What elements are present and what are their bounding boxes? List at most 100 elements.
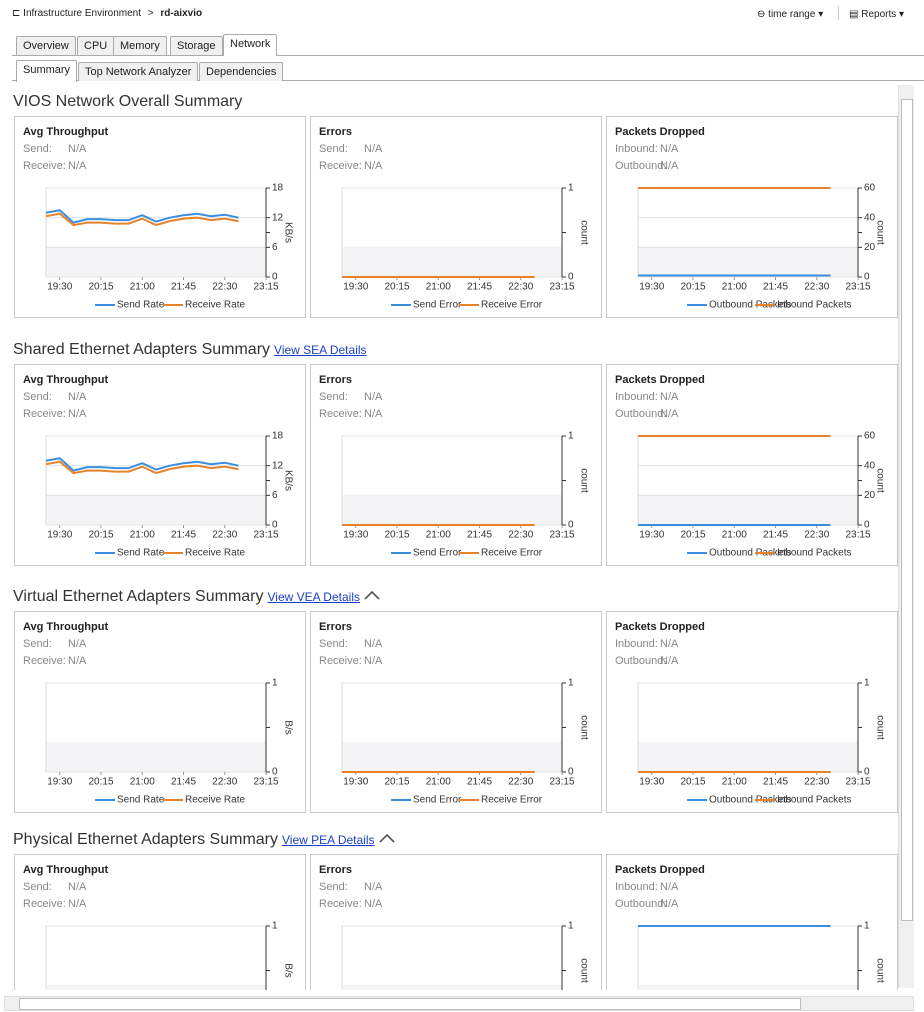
panel: Packets Dropped Inbound: N/A Outbound: N/A 0 2… [606, 364, 898, 566]
legend-label: Send Rate [117, 300, 165, 311]
y-tick-label: 0 [568, 272, 574, 283]
h-scroll-thumb[interactable] [19, 998, 801, 1010]
x-tick-label: 19:30 [639, 530, 664, 541]
reports-button[interactable]: ▤ Reports ▾ [849, 9, 905, 20]
x-tick-label: 22:30 [804, 530, 829, 541]
section-heading: VIOS Network Overall Summary [13, 93, 243, 110]
x-tick-label: 23:15 [549, 282, 574, 293]
tab[interactable]: Storage [170, 36, 223, 55]
plot-area [45, 925, 267, 990]
chart: 01count19:3020:1521:0021:4522:3023:15Sen… [341, 921, 589, 990]
field-label: Outbound: [615, 655, 667, 667]
subtab[interactable]: Dependencies [199, 62, 284, 81]
x-tick-label: 23:15 [253, 530, 278, 541]
field-label: Send: [23, 638, 52, 650]
time-range-button[interactable]: ⊖ time range ▾ [757, 9, 824, 20]
x-tick-label: 20:15 [88, 282, 113, 293]
field-value: N/A [364, 881, 383, 893]
field-value: N/A [364, 655, 383, 667]
legend-label: Receive Error [481, 548, 543, 559]
collapse-caret[interactable] [363, 589, 381, 601]
v-scroll-thumb[interactable] [901, 99, 913, 921]
plot-band [342, 741, 562, 772]
plot-band [46, 494, 266, 525]
y-tick-label: 18 [272, 183, 284, 194]
y-tick-label: 1 [272, 678, 278, 689]
breadcrumb-current: rd-aixvio [160, 8, 203, 19]
x-tick-label: 21:45 [467, 282, 492, 293]
details-link[interactable]: View VEA Details [267, 590, 361, 604]
x-tick-label: 22:30 [804, 777, 829, 788]
panel-title: Avg Throughput [23, 126, 109, 138]
field-value: N/A [660, 391, 679, 403]
panel-title: Errors [319, 126, 353, 138]
legend-label: Inbound Packets [777, 795, 852, 806]
field-value: N/A [660, 898, 679, 910]
plot-band [342, 246, 562, 277]
details-link[interactable]: View SEA Details [274, 343, 367, 357]
field-value: N/A [660, 160, 679, 172]
y-tick-label: 0 [272, 520, 278, 531]
y-axis-label: count [578, 715, 589, 740]
details-link[interactable]: View PEA Details [282, 833, 375, 847]
series-line [45, 212, 239, 227]
tab[interactable]: Network [223, 34, 278, 56]
field-label: Send: [319, 638, 348, 650]
v-scrollbar[interactable] [898, 85, 914, 988]
panel: Packets Dropped Inbound: N/A Outbound: N/A 0 2… [606, 116, 898, 318]
breadcrumb-link[interactable]: Infrastructure Environment [23, 8, 141, 19]
x-tick-label: 20:15 [88, 530, 113, 541]
subtab-line [12, 80, 924, 81]
tab[interactable]: Overview [16, 36, 76, 55]
x-tick-label: 20:15 [384, 777, 409, 788]
time-range-text: time range [768, 9, 816, 20]
legend-label: Send Rate [117, 548, 165, 559]
y-axis-label: count [578, 220, 589, 245]
field-value: N/A [68, 391, 87, 403]
tab[interactable]: Memory [113, 36, 167, 55]
legend-label: Outbound Packets [709, 548, 791, 559]
env-icon: ⊏ [12, 8, 21, 19]
plot-band [638, 246, 858, 277]
y-tick-label: 1 [568, 183, 574, 194]
x-tick-label: 19:30 [343, 777, 368, 788]
y-axis-label: count [578, 468, 589, 493]
h-scrollbar[interactable] [4, 996, 914, 1011]
subtab[interactable]: Top Network Analyzer [78, 62, 199, 81]
panel: ErrorsSend:N/AReceive:N/A01count19:3020:… [310, 854, 602, 990]
x-tick-label: 21:00 [426, 282, 451, 293]
plot-band [638, 984, 858, 990]
y-tick-label: 1 [272, 921, 278, 932]
legend-label: Receive Error [481, 300, 543, 311]
legend-label: Send Error [413, 795, 462, 806]
breadcrumb: ⊏ Infrastructure Environment > rd-aixvio [12, 8, 202, 19]
x-tick-label: 21:45 [171, 282, 196, 293]
separator: > [147, 8, 154, 19]
x-tick-label: 21:45 [763, 530, 788, 541]
y-tick-label: 1 [864, 921, 870, 932]
x-tick-label: 23:15 [549, 777, 574, 788]
field-label: Inbound: [615, 391, 658, 403]
y-tick-label: 0 [864, 272, 870, 283]
x-tick-label: 21:00 [130, 530, 155, 541]
legend-label: Send Error [413, 300, 462, 311]
x-tick-label: 21:45 [171, 777, 196, 788]
plot-band [638, 494, 858, 525]
x-tick-label: 23:15 [253, 777, 278, 788]
field-label: Outbound: [615, 160, 667, 172]
field-label: Receive: [23, 408, 66, 420]
x-tick-label: 19:30 [47, 282, 72, 293]
x-tick-label: 23:15 [845, 530, 870, 541]
x-tick-label: 20:15 [680, 530, 705, 541]
panel-title: Errors [319, 374, 353, 386]
section-heading: Virtual Ethernet Adapters Summary [13, 588, 264, 605]
y-tick-label: 0 [272, 767, 278, 778]
subtab[interactable]: Summary [16, 60, 78, 82]
collapse-caret[interactable] [378, 832, 396, 844]
field-value: N/A [68, 655, 87, 667]
tab[interactable]: CPU [77, 36, 115, 55]
